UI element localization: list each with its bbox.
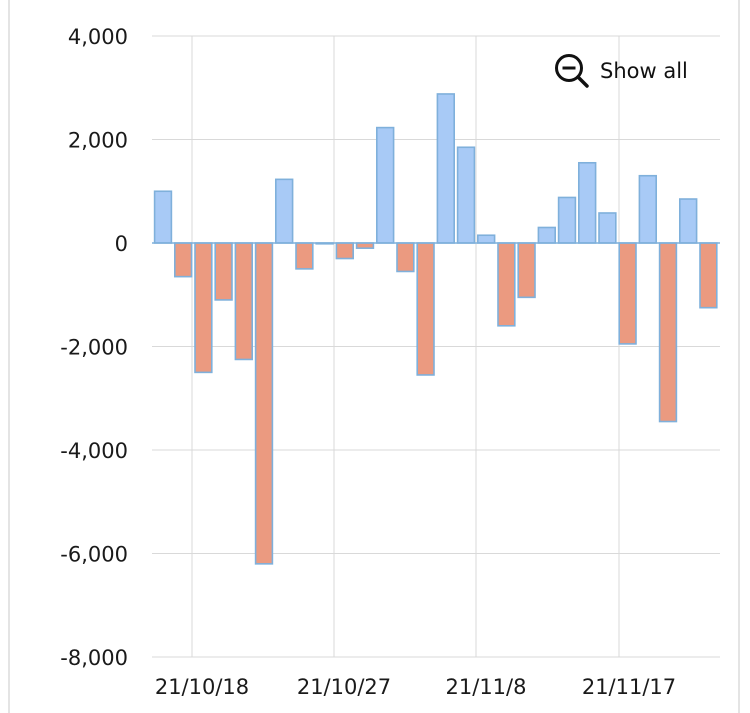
horizontal-gridlines [152,35,720,658]
show-all-button[interactable]: Show all [553,52,688,90]
bar-positive[interactable] [375,126,395,244]
bar-negative[interactable] [254,242,274,565]
x-axis-tick-labels: 21/10/18 21/10/27 21/11/8 21/11/17 [155,675,676,699]
bar-negative[interactable] [658,242,678,423]
bar-positive[interactable] [274,178,294,244]
bar-positive[interactable] [476,234,496,244]
bar-negative[interactable] [699,242,718,309]
bar-negative[interactable] [214,242,233,301]
x-tick-label: 21/10/18 [155,675,249,699]
bar-negative[interactable] [396,242,415,273]
bar-negative[interactable] [174,242,193,278]
bar-negative[interactable] [335,242,354,260]
bar-positive[interactable] [678,198,698,244]
y-tick-label: -4,000 [60,439,128,463]
bar-negative[interactable] [618,242,637,345]
bar-negative[interactable] [355,242,375,249]
bar-positive[interactable] [557,196,577,244]
y-tick-label: 4,000 [68,25,128,49]
y-tick-label: -6,000 [60,543,128,567]
bar-positive[interactable] [436,93,455,244]
x-tick-label: 21/10/27 [297,675,391,699]
bar-positive[interactable] [638,174,658,244]
right-border [738,0,740,713]
bar-positive[interactable] [598,212,617,244]
bar-negative[interactable] [497,242,516,327]
y-tick-label: 2,000 [68,129,128,153]
bar-negative[interactable] [194,242,213,374]
bar-negative[interactable] [234,242,253,361]
show-all-label: Show all [600,59,688,83]
bar-positive[interactable] [577,161,597,244]
bar-negative[interactable] [517,242,536,299]
y-tick-label: -8,000 [60,646,128,670]
zoom-out-icon [555,54,589,88]
left-border [8,0,10,713]
y-axis-tick-labels: 4,000 2,000 0 -2,000 -4,000 -6,000 -8,000 [60,25,128,670]
x-tick-label: 21/11/8 [446,675,527,699]
y-tick-label: -2,000 [60,336,128,360]
bar-positive[interactable] [537,226,557,244]
bar-series [152,93,720,565]
bar-negative[interactable] [416,242,435,376]
bar-positive[interactable] [456,146,476,244]
bar-negative[interactable] [295,242,314,270]
bar-positive[interactable] [153,190,173,244]
y-tick-label: 0 [115,232,128,256]
x-tick-label: 21/11/17 [582,675,676,699]
